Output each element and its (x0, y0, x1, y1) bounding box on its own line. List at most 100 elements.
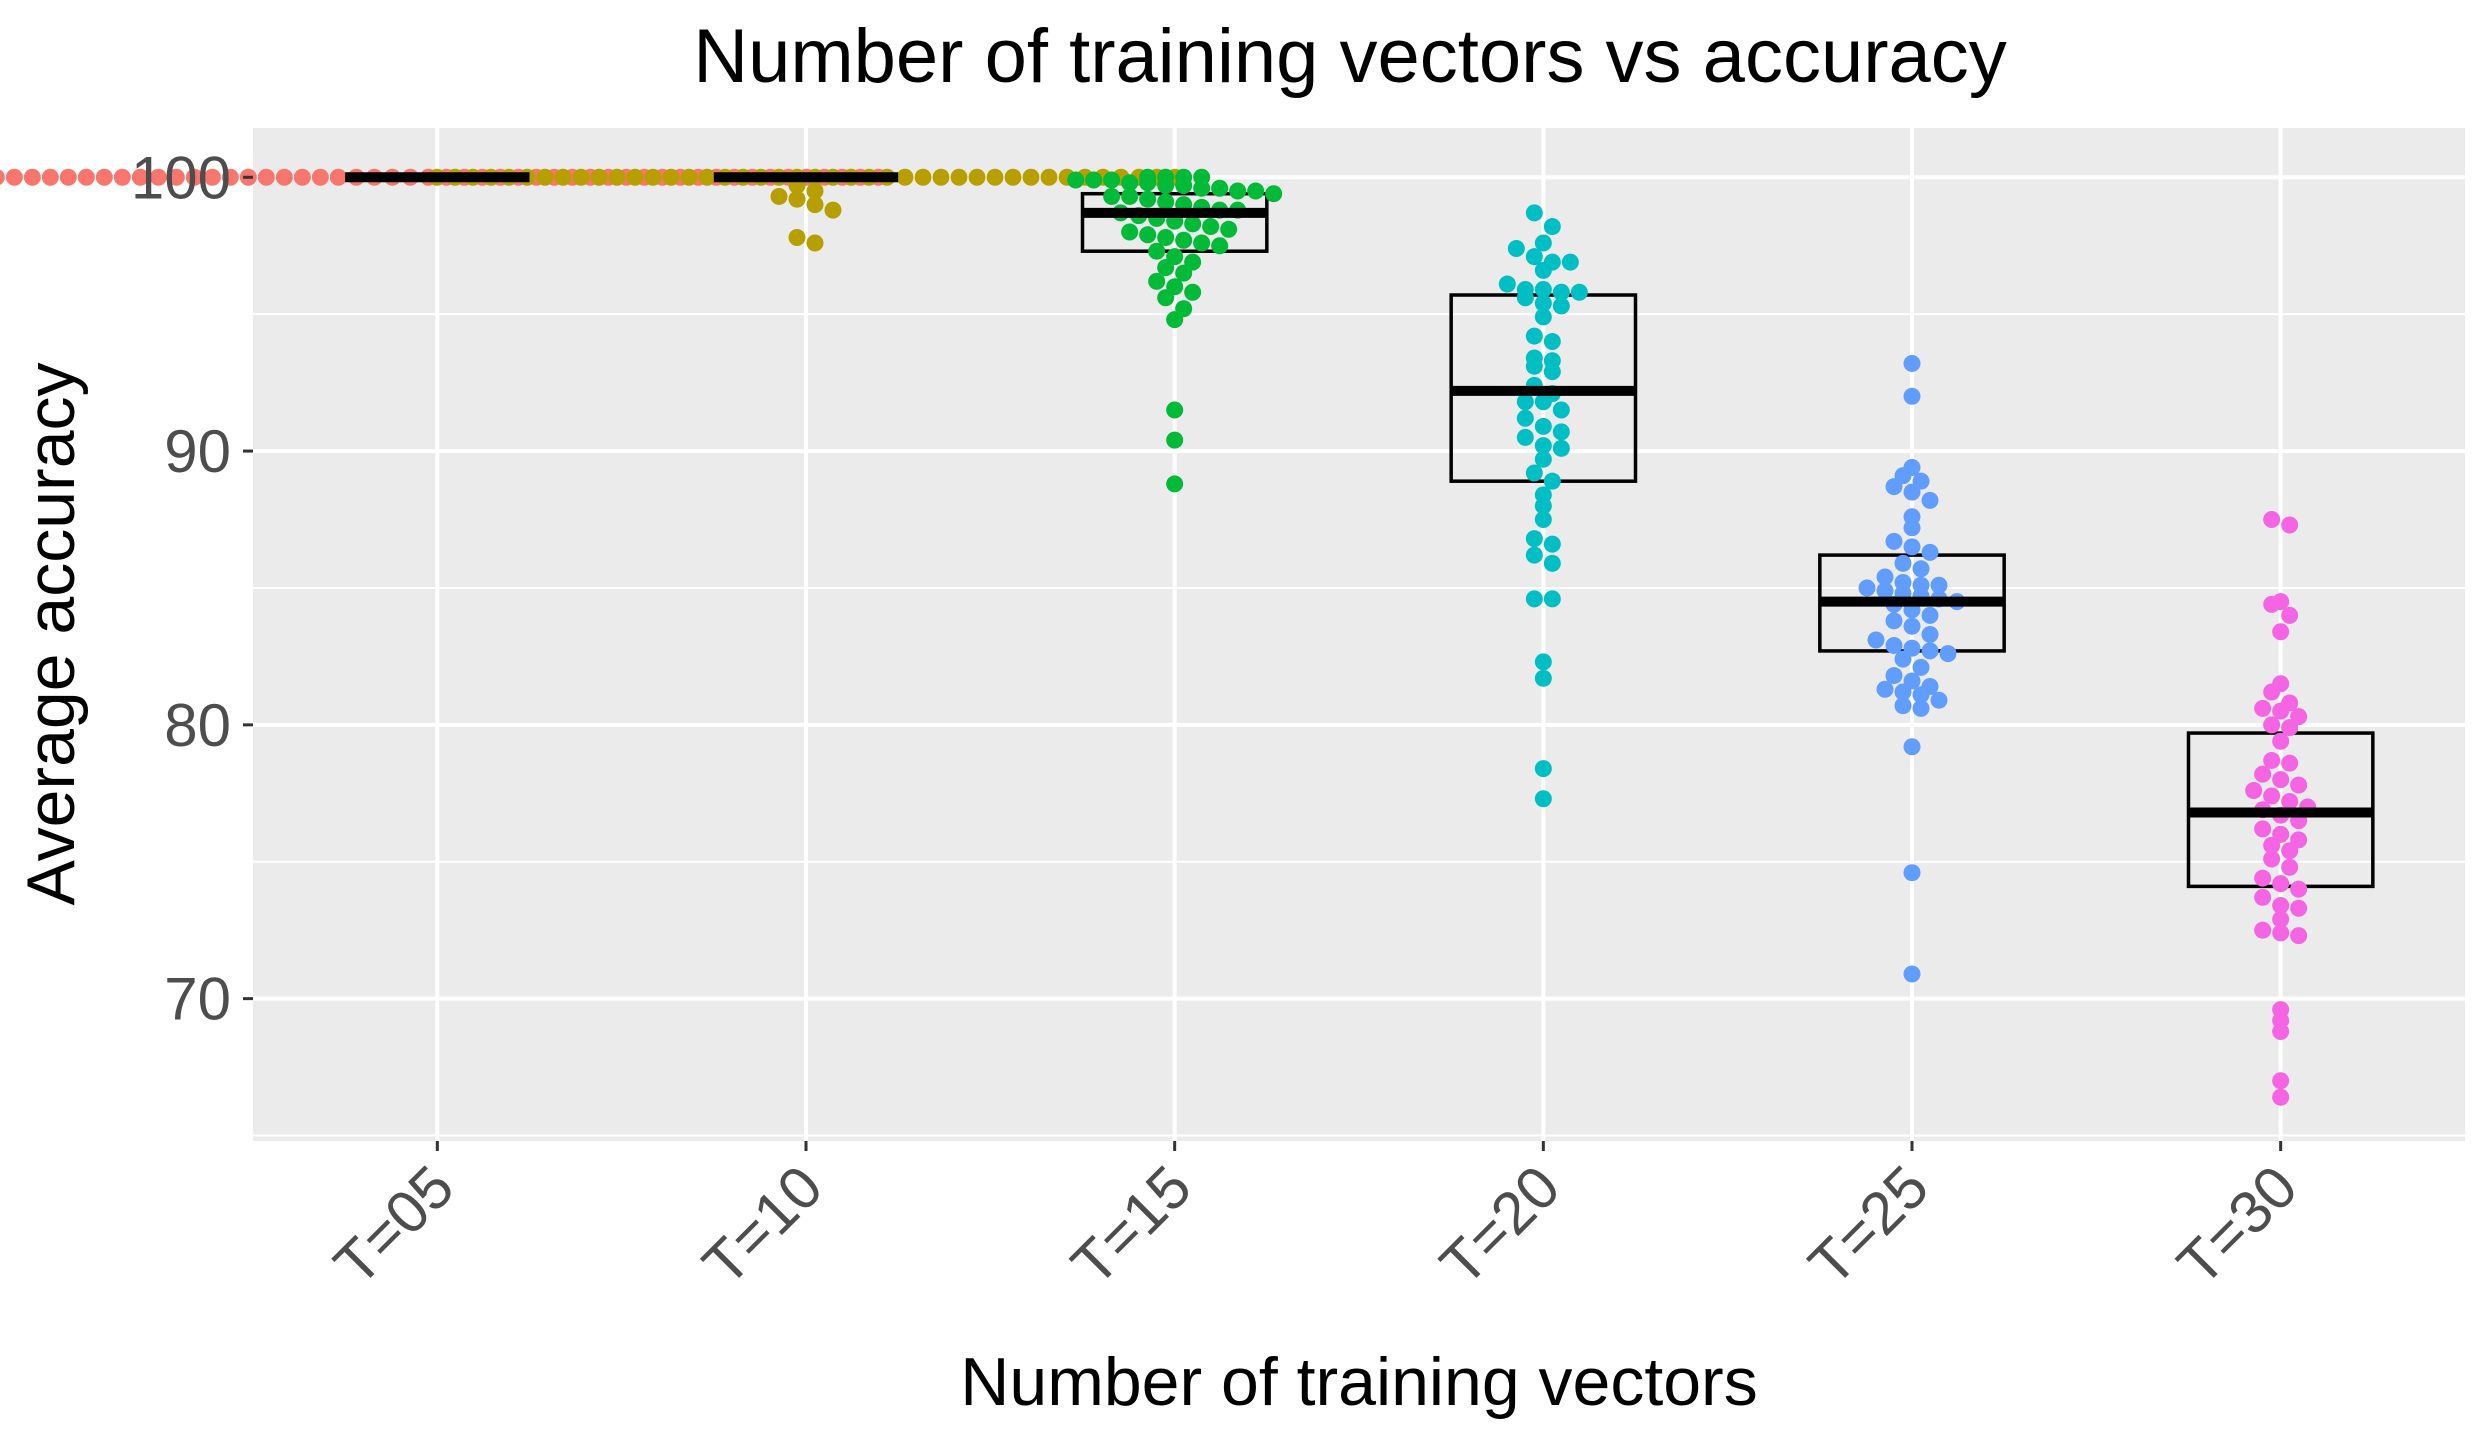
data-point (2272, 1072, 2290, 1090)
data-point (1903, 965, 1921, 983)
data-point (1903, 519, 1921, 537)
data-point (1534, 760, 1552, 778)
data-point (1912, 699, 1930, 717)
data-point (1525, 327, 1543, 345)
data-point (131, 168, 149, 186)
data-point (1903, 387, 1921, 405)
x-tick-label: T=10 (690, 1153, 835, 1298)
data-point (1498, 275, 1516, 293)
data-point (2272, 1088, 2290, 1106)
data-point (1930, 576, 1948, 594)
data-point (1507, 239, 1525, 257)
data-point (2281, 793, 2299, 811)
data-point (680, 168, 698, 186)
data-point (1175, 176, 1193, 194)
data-point (2263, 787, 2281, 805)
data-point (2272, 875, 2290, 893)
data-point (806, 234, 824, 252)
data-point (1516, 289, 1534, 307)
median-lines (345, 172, 2373, 818)
data-point (1543, 363, 1561, 381)
data-point (1930, 691, 1948, 709)
data-point (2281, 754, 2299, 772)
data-point (1912, 560, 1930, 578)
data-point (1543, 535, 1561, 553)
data-point (1534, 653, 1552, 671)
data-point (1894, 697, 1912, 715)
data-point (1157, 289, 1175, 307)
data-point (824, 201, 842, 219)
data-point (2272, 897, 2290, 915)
data-point (1040, 168, 1058, 186)
data-point (2263, 511, 2281, 529)
data-point (1570, 283, 1588, 301)
data-point (1903, 738, 1921, 756)
data-point (1121, 223, 1139, 241)
y-tick-label: 90 (164, 418, 231, 485)
data-point (2254, 765, 2272, 783)
data-point (2281, 606, 2299, 624)
data-point (1067, 171, 1085, 189)
x-axis: T=05 T=10 T=15 T=20 T=25 T=30 (321, 1141, 2310, 1298)
data-point (1166, 401, 1184, 419)
data-point (1193, 179, 1211, 197)
data-point (275, 168, 293, 186)
minor-gridlines (253, 313, 2465, 1137)
data-point (1903, 864, 1921, 882)
data-point (77, 168, 95, 186)
data-point (806, 182, 824, 200)
x-axis-title: Number of training vectors (960, 1344, 1757, 1420)
data-point (113, 168, 131, 186)
data-point (1543, 218, 1561, 236)
data-point (644, 168, 662, 186)
data-point (1552, 283, 1570, 301)
data-point (1103, 187, 1121, 205)
data-point (1534, 234, 1552, 252)
data-point (2263, 716, 2281, 734)
data-point (1903, 538, 1921, 556)
data-point (2272, 1022, 2290, 1040)
data-point (1894, 554, 1912, 572)
data-point (2290, 880, 2308, 898)
data-point (1552, 297, 1570, 315)
data-point (1858, 579, 1876, 597)
data-point (1175, 264, 1193, 282)
data-point (1921, 626, 1939, 643)
x-tick-label: T=05 (321, 1153, 466, 1298)
data-point (932, 168, 950, 186)
data-point (1885, 532, 1903, 550)
data-point (1525, 546, 1543, 564)
data-point (770, 187, 788, 205)
data-point (1139, 190, 1157, 208)
data-point (1885, 667, 1903, 685)
data-point (2281, 516, 2299, 534)
data-point (1534, 450, 1552, 468)
data-point (2254, 921, 2272, 939)
data-point (698, 168, 716, 186)
data-point (2272, 910, 2290, 928)
data-point (1525, 248, 1543, 266)
data-point (572, 168, 590, 186)
data-point (311, 168, 329, 186)
y-axis: 70 80 90 100 (131, 144, 253, 1033)
data-point (1534, 281, 1552, 299)
data-point (1534, 417, 1552, 435)
data-point (1543, 554, 1561, 572)
data-point (1121, 187, 1139, 205)
data-point (2272, 771, 2290, 789)
data-point (1876, 582, 1894, 600)
data-point (2272, 702, 2290, 720)
data-point (554, 168, 572, 186)
data-point (1885, 636, 1903, 654)
data-point (41, 168, 59, 186)
data-point (1004, 168, 1022, 186)
data-point (1903, 617, 1921, 635)
data-point (2290, 899, 2308, 917)
data-point (1265, 185, 1283, 203)
data-point (1939, 645, 1957, 663)
data-point (950, 168, 968, 186)
data-point (1543, 590, 1561, 608)
data-point (1534, 294, 1552, 312)
data-point (1175, 231, 1193, 249)
